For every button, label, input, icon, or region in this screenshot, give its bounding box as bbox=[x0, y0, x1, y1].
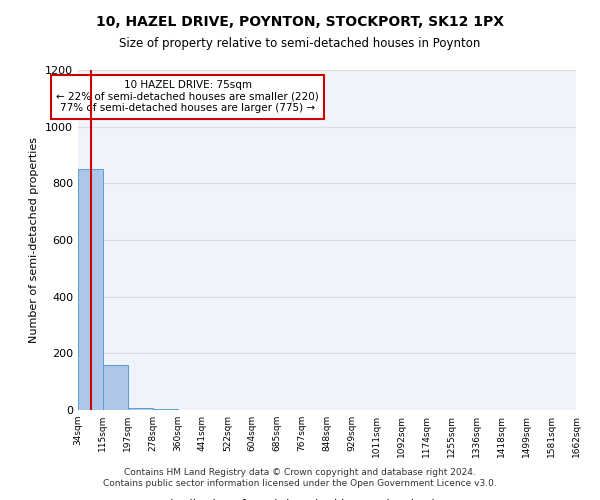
Bar bbox=[78, 169, 103, 410]
Text: 10 HAZEL DRIVE: 75sqm
← 22% of semi-detached houses are smaller (220)
77% of sem: 10 HAZEL DRIVE: 75sqm ← 22% of semi-deta… bbox=[56, 80, 319, 114]
Bar bbox=[103, 364, 128, 410]
X-axis label: Distribution of semi-detached houses by size in Poynton: Distribution of semi-detached houses by … bbox=[161, 498, 493, 500]
Y-axis label: Number of semi-detached properties: Number of semi-detached properties bbox=[29, 137, 40, 343]
Text: Size of property relative to semi-detached houses in Poynton: Size of property relative to semi-detach… bbox=[119, 38, 481, 51]
Text: 10, HAZEL DRIVE, POYNTON, STOCKPORT, SK12 1PX: 10, HAZEL DRIVE, POYNTON, STOCKPORT, SK1… bbox=[96, 15, 504, 29]
Bar bbox=[128, 408, 153, 410]
Text: Contains HM Land Registry data © Crown copyright and database right 2024.
Contai: Contains HM Land Registry data © Crown c… bbox=[103, 468, 497, 487]
